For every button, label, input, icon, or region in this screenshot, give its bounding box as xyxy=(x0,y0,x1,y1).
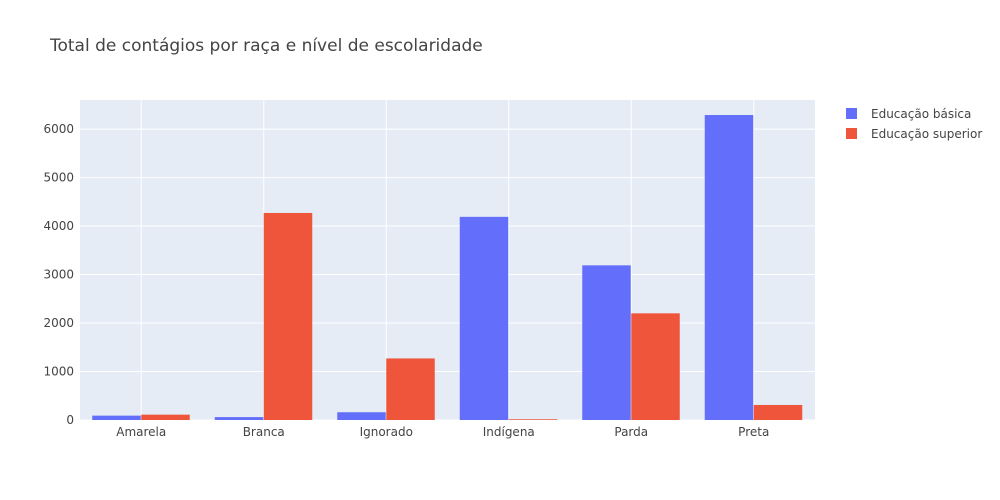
x-tick-label: Ignorado xyxy=(360,425,413,439)
bar-educacao-superior-3[interactable] xyxy=(508,419,558,420)
x-axis: Amarela Branca Ignorado Indígena Parda Preta xyxy=(116,425,769,439)
bar-educacao-basica-4[interactable] xyxy=(582,265,631,420)
x-tick-label: Parda xyxy=(614,425,648,439)
y-tick-label: 0 xyxy=(66,413,74,427)
bar-educacao-basica-0[interactable] xyxy=(92,415,141,420)
legend: Educação básica Educação superior xyxy=(846,107,982,141)
bars xyxy=(92,115,803,420)
legend-label[interactable]: Educação básica xyxy=(871,107,971,121)
legend-swatch[interactable] xyxy=(846,108,857,119)
x-tick-label: Branca xyxy=(243,425,285,439)
bar-educacao-superior-4[interactable] xyxy=(631,313,680,420)
legend-label[interactable]: Educação superior xyxy=(871,127,982,141)
x-tick-label: Amarela xyxy=(116,425,166,439)
y-tick-label: 6000 xyxy=(43,122,74,136)
bar-educacao-superior-2[interactable] xyxy=(386,358,435,420)
bar-educacao-basica-2[interactable] xyxy=(337,412,386,420)
x-tick-label: Indígena xyxy=(483,425,535,439)
bar-educacao-basica-5[interactable] xyxy=(704,115,754,420)
y-tick-label: 4000 xyxy=(43,219,74,233)
y-tick-label: 2000 xyxy=(43,316,74,330)
y-tick-label: 3000 xyxy=(43,268,74,282)
legend-swatch[interactable] xyxy=(846,128,857,139)
y-tick-label: 1000 xyxy=(43,365,74,379)
bar-educacao-superior-0[interactable] xyxy=(141,414,190,420)
x-tick-label: Preta xyxy=(738,425,769,439)
y-axis: 0 1000 2000 3000 4000 5000 6000 xyxy=(43,122,74,427)
bar-educacao-basica-3[interactable] xyxy=(459,216,509,420)
plot-area xyxy=(80,100,815,420)
bar-educacao-basica-1[interactable] xyxy=(214,417,264,420)
y-tick-label: 5000 xyxy=(43,171,74,185)
gridlines xyxy=(80,100,815,421)
bar-educacao-superior-1[interactable] xyxy=(263,212,313,420)
chart-title: Total de contágios por raça e nível de e… xyxy=(49,36,483,56)
bar-educacao-superior-5[interactable] xyxy=(753,404,803,420)
